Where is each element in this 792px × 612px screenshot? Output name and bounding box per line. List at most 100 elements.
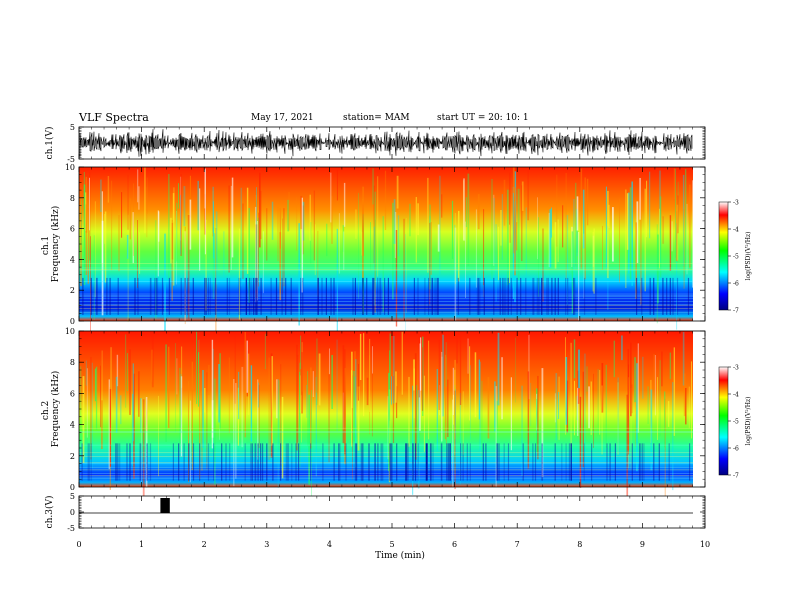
- spectrogram-streak: [659, 360, 661, 437]
- spectrogram-dark-streak: [161, 277, 164, 315]
- spectrogram-streak: [352, 375, 353, 480]
- spectrogram-streak: [359, 333, 362, 380]
- spectrogram-streak: [636, 201, 639, 263]
- spectrogram-dark-streak: [430, 277, 432, 315]
- colorbar-tick-label: -4: [733, 392, 739, 399]
- spectrogram-streak: [436, 369, 438, 451]
- ch1-spectrogram-texture: [79, 167, 694, 339]
- spectrogram-dark-streak: [516, 277, 518, 315]
- y-tick-label: 8: [70, 358, 75, 367]
- spectrogram-streak: [80, 211, 82, 287]
- spectrogram-streak: [354, 351, 356, 377]
- spectrogram-streak: [108, 379, 110, 470]
- spectrogram-streak: [189, 175, 191, 218]
- spectrogram-streak: [255, 224, 258, 298]
- spectrogram-streak: [537, 375, 539, 460]
- spectrogram-streak: [495, 224, 497, 302]
- spectrogram-streak: [659, 196, 662, 278]
- spectrogram-streak: [653, 354, 655, 387]
- spectrogram-streak: [176, 202, 178, 262]
- spectrogram-dark-streak: [591, 443, 593, 481]
- spectrogram-streak: [268, 357, 270, 460]
- spectrogram-dark-streak: [449, 443, 451, 481]
- spectrogram-dark-streak: [417, 443, 419, 481]
- spectrogram-streak: [355, 209, 357, 239]
- spectrogram-streak: [89, 177, 90, 231]
- spectrogram-streak: [204, 388, 206, 413]
- spectrogram-streak: [168, 346, 170, 429]
- spectrogram-streak: [280, 364, 282, 466]
- spectrogram-streak: [626, 394, 629, 504]
- spectrogram-dark-streak: [574, 277, 576, 315]
- spectrogram-streak: [640, 199, 642, 305]
- spectrogram-streak: [351, 370, 353, 447]
- spectrogram-streak: [189, 400, 191, 483]
- spectrogram-streak: [171, 219, 173, 301]
- spectrogram-streak: [336, 170, 338, 201]
- spectrogram-dark-streak: [96, 277, 98, 315]
- spectrogram-dark-streak: [479, 277, 481, 315]
- station-label: station= MAM: [343, 113, 410, 123]
- spectrogram-streak: [206, 372, 208, 469]
- spectrogram-streak: [392, 376, 395, 443]
- spectrogram-streak: [212, 186, 214, 233]
- spectrogram-streak: [656, 224, 659, 324]
- spectrogram-streak: [178, 183, 179, 209]
- y-tick-label: 0: [70, 508, 75, 517]
- spectrogram-streak: [240, 187, 242, 287]
- spectrogram-streak: [129, 349, 131, 415]
- spectrogram-streak: [310, 222, 312, 264]
- spectrogram-streak: [573, 199, 575, 299]
- spectrogram-streak: [491, 179, 493, 280]
- spectrogram-streak: [238, 371, 240, 420]
- spectrogram-streak: [659, 208, 660, 269]
- spectrogram-streak: [439, 385, 440, 416]
- spectrogram-streak: [208, 364, 210, 395]
- spectrogram-streak: [465, 221, 466, 298]
- spectrogram-streak: [430, 222, 432, 275]
- spectrogram-dark-streak: [507, 443, 510, 481]
- spectrogram-dark-streak: [614, 443, 616, 481]
- spectrogram-dark-streak: [366, 277, 368, 315]
- spectrogram-streak: [452, 399, 454, 495]
- spectrogram-streak: [575, 208, 577, 281]
- spectrogram-dark-streak: [300, 277, 302, 315]
- x-tick-label: 1: [139, 540, 144, 549]
- spectrogram-dark-streak: [570, 443, 572, 481]
- spectrogram-streak: [202, 370, 204, 448]
- spectrogram-streak: [683, 209, 685, 289]
- spectrogram-streak: [422, 347, 423, 411]
- spectrogram-dark-streak: [322, 443, 324, 481]
- spectrogram-streak: [494, 381, 496, 432]
- spectrogram-streak: [302, 201, 305, 241]
- spectrogram-streak: [601, 385, 603, 455]
- spectrogram-streak: [459, 334, 462, 405]
- spectrogram-dark-streak: [360, 443, 362, 481]
- colorbar-tick-label: -3: [733, 365, 739, 372]
- spectrogram-dark-streak: [469, 443, 471, 481]
- ch1-spectrogram-ylabel-line2: Frequency (kHz): [50, 206, 61, 283]
- spectrogram-streak: [512, 186, 514, 289]
- spectrogram-streak: [396, 175, 399, 209]
- spectrogram-streak: [328, 374, 330, 463]
- spectrogram-streak: [279, 207, 281, 249]
- spectrogram-dark-streak: [541, 277, 543, 315]
- spectrogram-dark-streak: [507, 277, 509, 315]
- spectrogram-streak: [87, 207, 89, 284]
- spectrogram-dark-streak: [457, 277, 459, 315]
- spectrogram-streak: [401, 331, 403, 395]
- spectrogram-dark-streak: [396, 443, 398, 481]
- spectrogram-streak: [549, 209, 552, 268]
- spectrogram-dark-streak: [405, 443, 407, 481]
- spectrogram-streak: [93, 235, 95, 321]
- spectrogram-dark-streak: [317, 277, 319, 315]
- spectrogram-dark-streak: [156, 277, 159, 315]
- spectrogram-streak: [180, 376, 183, 457]
- spectrogram-dark-streak: [252, 277, 255, 315]
- spectrogram-streak: [521, 181, 524, 211]
- spectrogram-dark-streak: [228, 277, 231, 315]
- spectrogram-streak: [536, 398, 538, 444]
- spectrogram-streak: [438, 339, 440, 410]
- spectrogram-dark-streak: [285, 277, 287, 315]
- spectrogram-streak: [363, 333, 365, 417]
